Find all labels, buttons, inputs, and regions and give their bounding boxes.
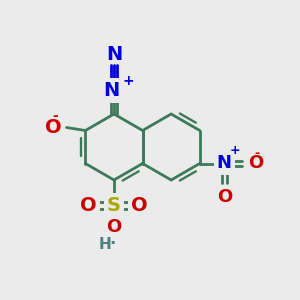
Text: N: N xyxy=(103,81,119,100)
Text: S: S xyxy=(107,196,121,215)
Text: N: N xyxy=(217,154,232,172)
Text: H: H xyxy=(99,237,111,252)
Text: O: O xyxy=(45,118,62,137)
Text: -: - xyxy=(52,109,58,123)
Text: O: O xyxy=(217,188,232,206)
Text: O: O xyxy=(131,196,148,215)
Text: +: + xyxy=(229,145,240,158)
Text: ·: · xyxy=(109,235,116,253)
Text: -: - xyxy=(255,147,260,160)
Text: +: + xyxy=(122,74,134,88)
Text: O: O xyxy=(248,154,263,172)
Text: N: N xyxy=(106,45,122,64)
Text: O: O xyxy=(80,196,97,215)
Text: O: O xyxy=(106,218,122,236)
